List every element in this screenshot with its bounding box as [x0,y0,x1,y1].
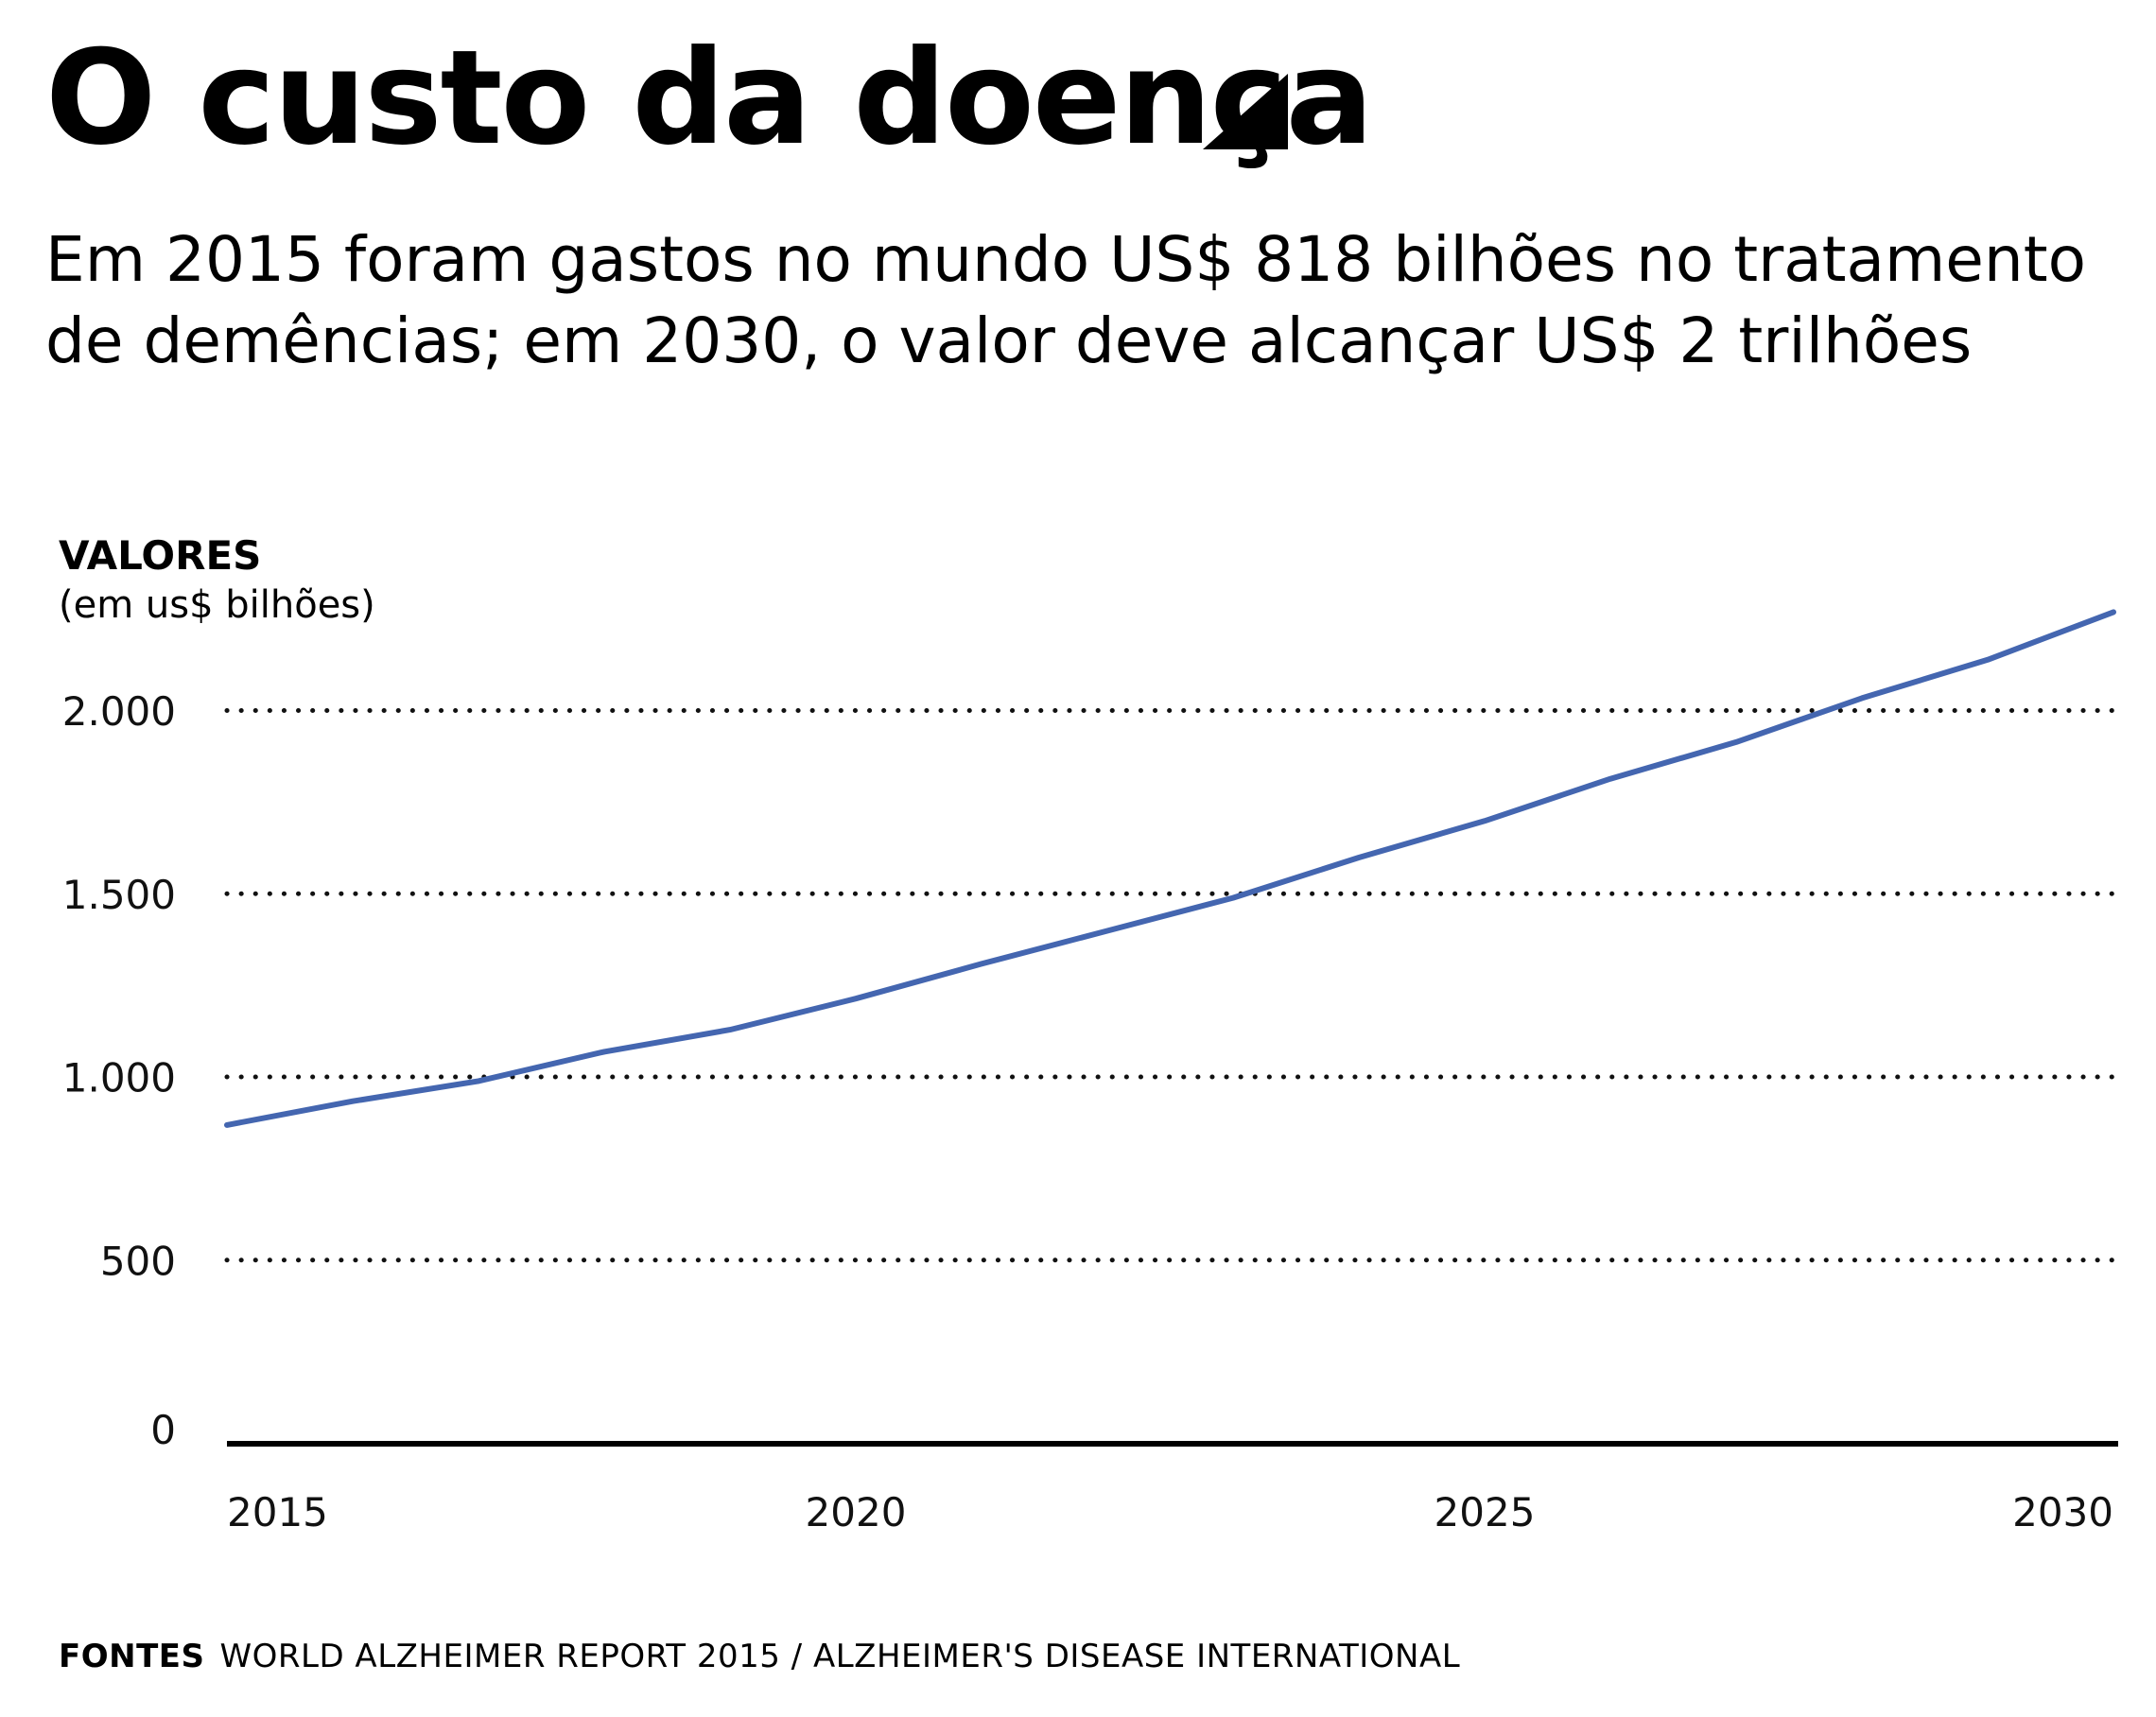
y-tick-label: 500 [100,1238,176,1284]
subtitle-line-2: de demências; em 2030, o valor deve alca… [45,304,1973,377]
y-tick-label: 2.000 [62,688,176,735]
source-note: FONTES WORLD ALZHEIMER REPORT 2015 / ALZH… [59,1638,1460,1675]
y-tick-labels: 0 500 1.000 1.500 2.000 [62,688,176,1453]
y-tick-label: 1.000 [62,1055,176,1101]
x-tick-label: 2020 [806,1489,907,1535]
y-tick-label: 1.500 [62,872,176,918]
series-lines [224,609,2116,1128]
y-axis-title: VALORES (em us$ bilhões) [59,531,375,629]
corner-triangle-icon [1203,74,1288,149]
x-tick-labels: 2015 2020 2025 2030 [227,1489,2113,1535]
source-label: FONTES [59,1638,205,1675]
y-tick-label: 0 [150,1407,176,1453]
chart-subtitle: Em 2015 foram gastos no mundo US$ 818 bi… [45,219,2126,382]
y-axis-unit: (em us$ bilhões) [59,582,375,627]
x-tick-label: 2025 [1434,1489,1536,1535]
source-text: WORLD ALZHEIMER REPORT 2015 / ALZHEIMER'… [219,1638,1461,1675]
y-axis-label: VALORES [59,532,262,579]
series-line [224,609,2116,1128]
grid-lines [224,708,2121,1447]
x-tick-label: 2030 [2012,1489,2113,1535]
chart-title: O custo da doença [45,22,1374,174]
x-tick-label: 2015 [227,1489,328,1535]
subtitle-line-1: Em 2015 foram gastos no mundo US$ 818 bi… [45,223,2086,296]
